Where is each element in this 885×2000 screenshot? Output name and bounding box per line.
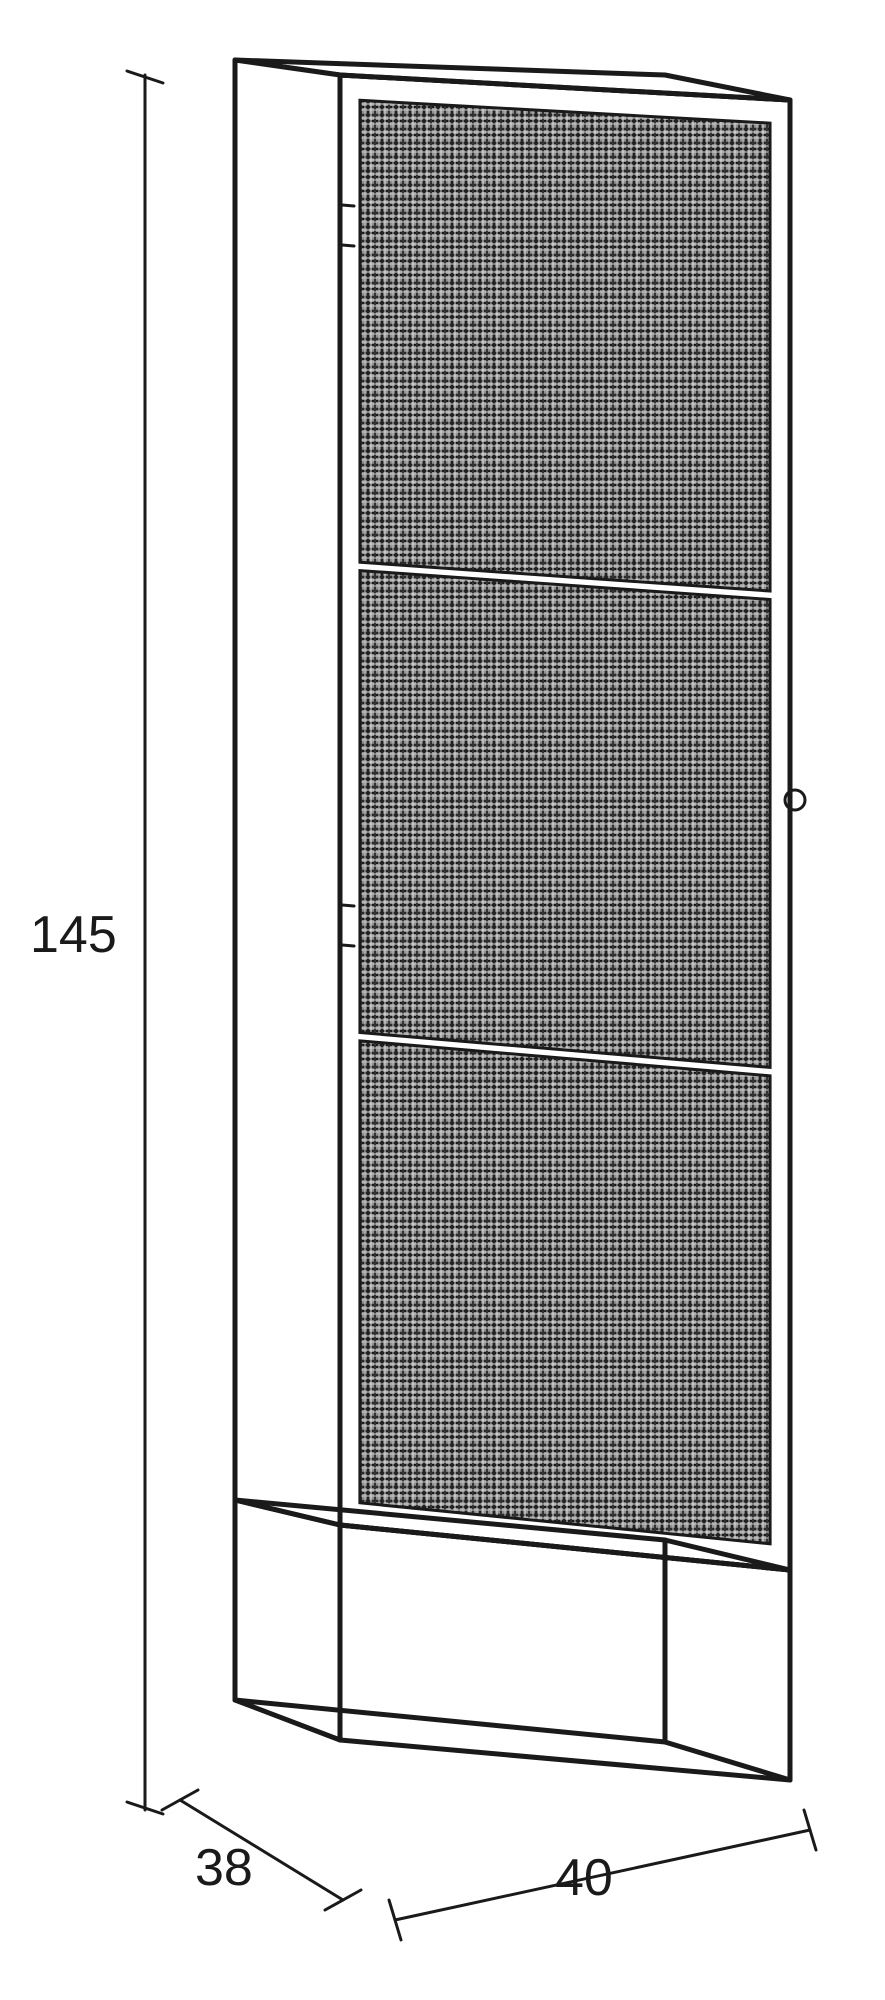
height-dimension-label: 145 <box>30 905 117 965</box>
diagram-stage: 145 38 40 <box>0 0 885 2000</box>
sketch-svg <box>0 0 885 2000</box>
width-dimension-label: 40 <box>555 1848 613 1908</box>
depth-dimension-label: 38 <box>195 1838 253 1898</box>
